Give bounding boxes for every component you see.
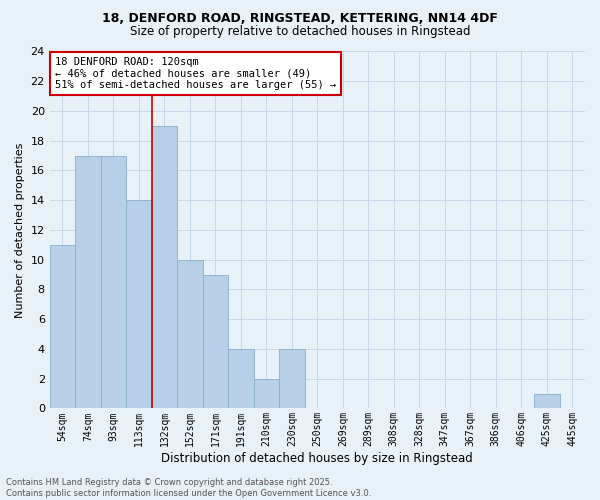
Text: 18 DENFORD ROAD: 120sqm
← 46% of detached houses are smaller (49)
51% of semi-de: 18 DENFORD ROAD: 120sqm ← 46% of detache… <box>55 57 336 90</box>
Bar <box>254 378 279 408</box>
Text: Contains HM Land Registry data © Crown copyright and database right 2025.
Contai: Contains HM Land Registry data © Crown c… <box>6 478 371 498</box>
Bar <box>126 200 152 408</box>
Bar <box>75 156 101 408</box>
Bar <box>177 260 203 408</box>
Text: 18, DENFORD ROAD, RINGSTEAD, KETTERING, NN14 4DF: 18, DENFORD ROAD, RINGSTEAD, KETTERING, … <box>102 12 498 26</box>
Bar <box>101 156 126 408</box>
Bar <box>534 394 560 408</box>
X-axis label: Distribution of detached houses by size in Ringstead: Distribution of detached houses by size … <box>161 452 473 465</box>
Y-axis label: Number of detached properties: Number of detached properties <box>15 142 25 318</box>
Bar <box>152 126 177 408</box>
Bar <box>228 349 254 408</box>
Title: 18, DENFORD ROAD, RINGSTEAD, KETTERING, NN14 4DF
Size of property relative to de: 18, DENFORD ROAD, RINGSTEAD, KETTERING, … <box>0 499 1 500</box>
Bar <box>203 274 228 408</box>
Bar <box>50 245 75 408</box>
Text: Size of property relative to detached houses in Ringstead: Size of property relative to detached ho… <box>130 25 470 38</box>
Bar <box>279 349 305 408</box>
